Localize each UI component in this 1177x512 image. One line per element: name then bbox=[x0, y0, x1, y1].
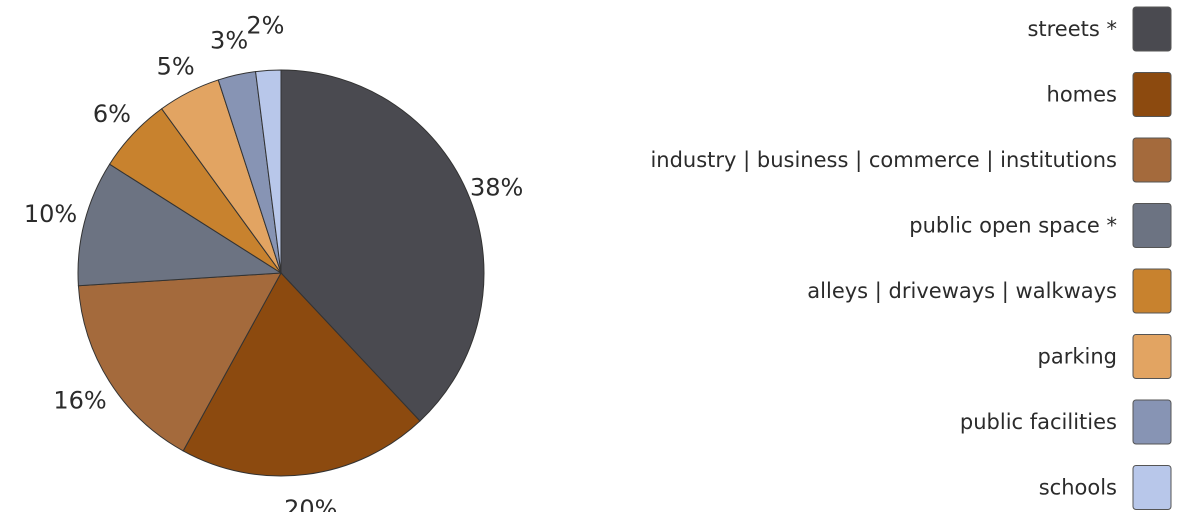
legend-label: schools bbox=[1039, 476, 1117, 500]
legend-item-parking: parking bbox=[1038, 334, 1172, 379]
slice-schools bbox=[255, 69, 282, 274]
legend-item-public-facilities: public facilities bbox=[960, 399, 1172, 445]
slice-streets bbox=[280, 69, 485, 422]
legend-item-schools: schools bbox=[1039, 465, 1172, 510]
percent-labels: 38% 20% 16% 10% 6% 5% 3%2% bbox=[24, 12, 524, 512]
legend-swatch bbox=[1132, 399, 1172, 445]
legend-label: industry | business | commerce | institu… bbox=[650, 148, 1117, 173]
percent-label-public-facilities: 3% bbox=[210, 27, 248, 55]
legend-swatch bbox=[1132, 6, 1172, 52]
legend-item-public-open-space: public open space * bbox=[909, 203, 1172, 248]
legend-label: homes bbox=[1047, 83, 1117, 107]
legend-item-alleys-driveways-walkways: alleys | driveways | walkways bbox=[807, 268, 1172, 314]
slice-public-open-space bbox=[77, 163, 283, 287]
percent-label-alleys-driveways-walkways: 6% bbox=[93, 100, 131, 128]
legend-label: public open space * bbox=[909, 214, 1117, 238]
legend-label: alleys | driveways | walkways bbox=[807, 279, 1117, 304]
percent-label-schools: 2% bbox=[246, 12, 284, 40]
legend-swatch bbox=[1132, 268, 1172, 314]
legend-swatch bbox=[1132, 137, 1172, 183]
legend-label: public facilities bbox=[960, 410, 1117, 434]
legend-label: streets * bbox=[1027, 17, 1117, 41]
legend-item-streets: streets * bbox=[1027, 6, 1172, 52]
percent-label-industry-business-commerce-institutions: 16% bbox=[53, 387, 106, 415]
slice-industry-business-commerce-institutions bbox=[77, 272, 282, 452]
legend-item-homes: homes bbox=[1047, 72, 1172, 117]
pie-slices bbox=[77, 69, 485, 477]
legend-swatch bbox=[1132, 465, 1172, 510]
percent-label-homes: 20% bbox=[284, 495, 337, 512]
percent-label-parking: 5% bbox=[157, 52, 195, 80]
legend-item-industry-business-commerce-institutions: industry | business | commerce | institu… bbox=[650, 137, 1172, 183]
slice-homes bbox=[182, 272, 421, 477]
legend-swatch bbox=[1132, 334, 1172, 379]
legend-label: parking bbox=[1038, 345, 1117, 369]
percent-label-streets: 38% bbox=[470, 174, 523, 202]
legend-swatch bbox=[1132, 203, 1172, 248]
legend: streets * homes industry | business | comm… bbox=[650, 6, 1172, 510]
percent-label-public-open-space: 10% bbox=[24, 200, 77, 228]
legend-swatch bbox=[1132, 72, 1172, 117]
